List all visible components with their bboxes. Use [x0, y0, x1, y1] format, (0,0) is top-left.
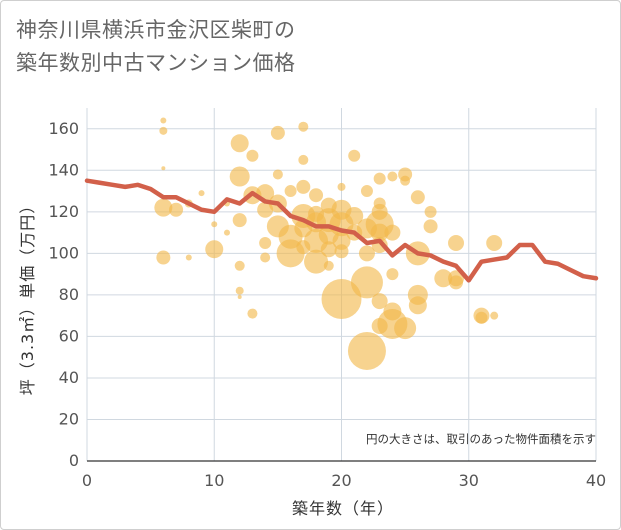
data-bubble — [448, 234, 465, 251]
chart-title: 神奈川県横浜市金沢区柴町の 築年数別中古マンション価格 — [16, 14, 456, 80]
data-bubble — [230, 134, 249, 153]
data-bubble — [235, 286, 244, 295]
data-bubble — [360, 185, 373, 198]
data-bubble — [223, 229, 230, 236]
data-bubble — [490, 311, 499, 320]
data-bubble — [309, 188, 324, 203]
x-tick-label: 10 — [204, 471, 224, 490]
data-bubble — [260, 252, 271, 263]
data-bubble — [160, 117, 167, 124]
data-bubble — [185, 254, 192, 261]
data-bubble — [257, 201, 274, 218]
data-bubble — [270, 125, 285, 140]
y-tick-label: 100 — [48, 243, 79, 262]
data-bubble — [234, 260, 245, 271]
data-bubble — [211, 221, 218, 228]
data-bubble — [386, 268, 399, 281]
x-tick-label: 20 — [331, 471, 351, 490]
data-bubble — [337, 182, 346, 191]
data-bubble — [284, 185, 297, 198]
data-bubble — [232, 213, 247, 228]
data-bubble — [246, 149, 259, 162]
data-bubble — [298, 121, 309, 132]
data-bubble — [345, 206, 364, 225]
data-bubble — [296, 179, 311, 194]
y-tick-label: 20 — [59, 409, 79, 428]
data-bubble — [304, 249, 329, 274]
x-axis-title: 築年数（年） — [292, 499, 394, 518]
y-tick-label: 160 — [48, 119, 79, 138]
data-bubble — [348, 149, 361, 162]
data-bubble — [475, 311, 488, 324]
y-tick-label: 120 — [48, 202, 79, 221]
x-tick-label: 0 — [82, 471, 92, 490]
data-bubble — [259, 236, 272, 249]
y-tick-label: 80 — [59, 285, 79, 304]
data-bubble — [298, 154, 309, 165]
data-bubble — [350, 266, 383, 299]
y-tick-label: 60 — [59, 326, 79, 345]
data-bubble — [434, 269, 453, 288]
data-bubble — [156, 250, 171, 265]
data-bubble — [334, 244, 349, 259]
y-tick-label: 140 — [48, 160, 79, 179]
x-tick-label: 40 — [586, 471, 606, 490]
chart-title-line-2: 築年数別中古マンション価格 — [16, 51, 296, 75]
data-bubble — [384, 224, 401, 241]
data-bubble — [394, 317, 417, 340]
data-bubble — [323, 260, 334, 271]
axes: 0 20 40 60 80 100 120 140 160 0 10 20 30 40 — [48, 119, 606, 490]
data-bubble — [410, 190, 425, 205]
data-bubble — [154, 198, 173, 217]
data-bubble — [161, 166, 166, 171]
data-bubble — [387, 171, 398, 182]
data-bubble — [237, 294, 242, 299]
data-bubble — [449, 275, 464, 290]
average-price-line — [84, 178, 599, 283]
y-tick-label: 0 — [69, 451, 79, 470]
data-bubble — [370, 223, 389, 242]
data-bubble — [332, 231, 351, 250]
bubble-series — [154, 117, 503, 370]
x-tick-label: 30 — [459, 471, 479, 490]
data-bubble — [169, 202, 184, 217]
data-bubble — [373, 172, 386, 185]
average-line-series — [84, 178, 599, 283]
data-bubble — [229, 166, 250, 187]
data-bubble — [400, 175, 411, 186]
data-bubble — [198, 190, 205, 197]
data-bubble — [486, 234, 503, 251]
data-bubble — [247, 308, 258, 319]
data-bubble — [408, 296, 427, 315]
data-bubble — [320, 241, 337, 258]
data-bubble — [371, 293, 388, 310]
bubble-size-note: 円の大きさは、取引のあった物件面積を示す — [366, 432, 596, 446]
data-bubble — [424, 205, 437, 218]
data-bubble — [205, 240, 224, 259]
data-bubble — [423, 219, 438, 234]
chart-title-line-1: 神奈川県横浜市金沢区柴町の — [16, 18, 296, 42]
data-bubble — [272, 169, 283, 180]
data-bubble — [159, 126, 168, 135]
y-axis-title: 坪（3.3㎡）単価（万円） — [18, 197, 37, 395]
data-bubble — [358, 245, 375, 262]
y-tick-label: 40 — [59, 368, 79, 387]
data-bubble — [321, 279, 362, 320]
data-bubble — [347, 331, 386, 370]
